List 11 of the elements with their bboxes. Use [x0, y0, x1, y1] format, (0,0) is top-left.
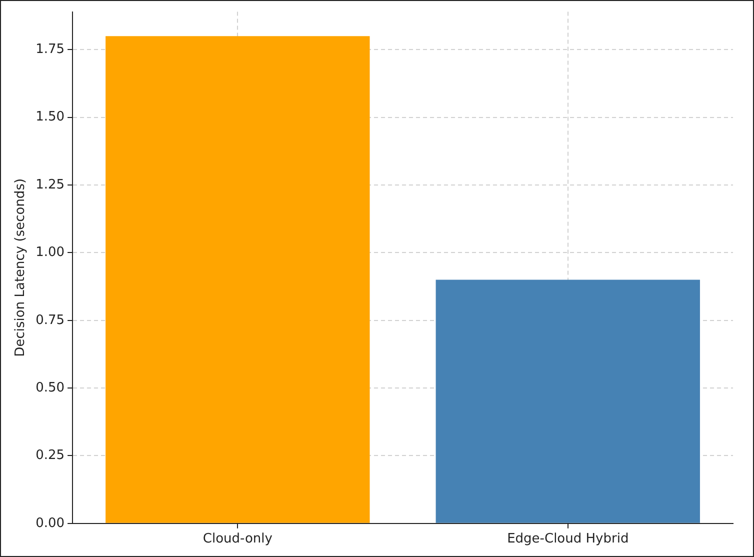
y-tick-label: 1.25 — [36, 177, 65, 192]
y-axis-title: Decision Latency (seconds) — [13, 178, 28, 357]
y-tick-label: 0.50 — [36, 380, 65, 396]
y-tick-label: 1.50 — [36, 110, 65, 125]
y-tick-label: 0.75 — [36, 312, 65, 328]
x-tick-label: Edge-Cloud Hybrid — [507, 532, 629, 547]
y-tick-label: 1.00 — [36, 245, 65, 260]
y-tick-label: 1.75 — [36, 42, 65, 58]
x-tick-label: Cloud-only — [202, 532, 273, 547]
y-tick-label: 0.25 — [36, 448, 65, 464]
y-tick-label: 0.00 — [36, 516, 65, 531]
